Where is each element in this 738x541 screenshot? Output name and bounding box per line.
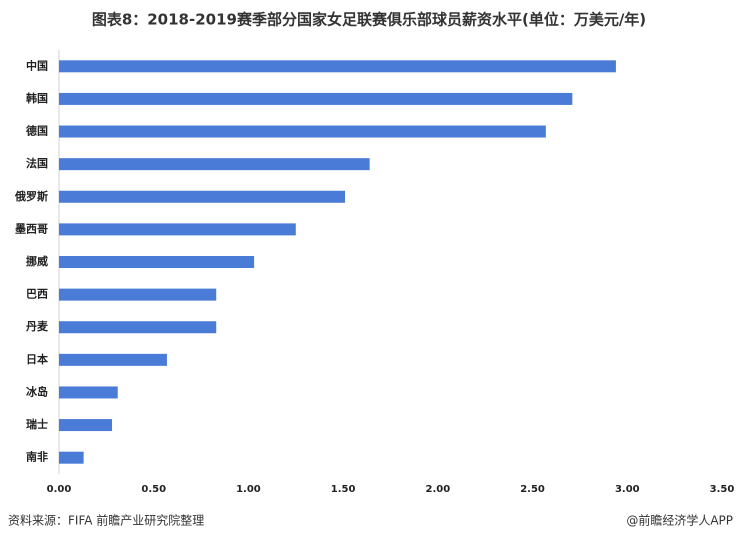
x-tick-label: 3.00 xyxy=(615,484,640,495)
bar xyxy=(59,256,255,268)
bar xyxy=(59,92,573,105)
bar xyxy=(59,60,616,73)
y-tick-label: 法国 xyxy=(26,156,48,170)
x-tick-label: 2.00 xyxy=(426,484,451,495)
x-tick-label: 3.50 xyxy=(710,484,735,495)
y-tick-label: 韩国 xyxy=(26,91,48,105)
bar xyxy=(59,451,84,464)
bar xyxy=(59,158,370,171)
source: 资料来源：FIFA 前瞻产业研究院整理 xyxy=(8,513,204,528)
y-tick-label: 冰岛 xyxy=(26,384,48,398)
bar xyxy=(59,125,546,138)
y-tick-label: 挪威 xyxy=(26,254,48,268)
bar xyxy=(59,419,113,432)
y-tick-label: 瑞士 xyxy=(26,417,48,431)
bar xyxy=(59,353,167,366)
x-tick-label: 2.50 xyxy=(520,484,545,495)
bar xyxy=(59,321,217,334)
y-tick-label: 巴西 xyxy=(26,288,48,301)
x-tick-label: 0.00 xyxy=(47,484,72,495)
x-tick-label: 1.00 xyxy=(236,484,261,495)
bar xyxy=(59,386,118,399)
bar xyxy=(59,190,346,203)
y-tick-label: 墨西哥 xyxy=(15,222,48,235)
x-tick-label: 0.50 xyxy=(141,484,166,495)
y-tick-label: 南非 xyxy=(26,450,48,464)
chart-title: 图表8：2018-2019赛季部分国家女足联赛俱乐部球员薪资水平(单位：万美元/… xyxy=(92,11,646,29)
y-tick-label: 丹麦 xyxy=(26,319,49,333)
y-tick-label: 日本 xyxy=(26,352,48,366)
y-tick-label: 德国 xyxy=(25,124,48,138)
bar xyxy=(59,288,217,301)
bar xyxy=(59,223,296,236)
x-tick-label: 1.50 xyxy=(331,484,356,495)
y-tick-label: 俄罗斯 xyxy=(14,189,48,203)
y-tick-label: 中国 xyxy=(26,58,48,72)
credit: @前瞻经济学人APP xyxy=(626,513,733,528)
